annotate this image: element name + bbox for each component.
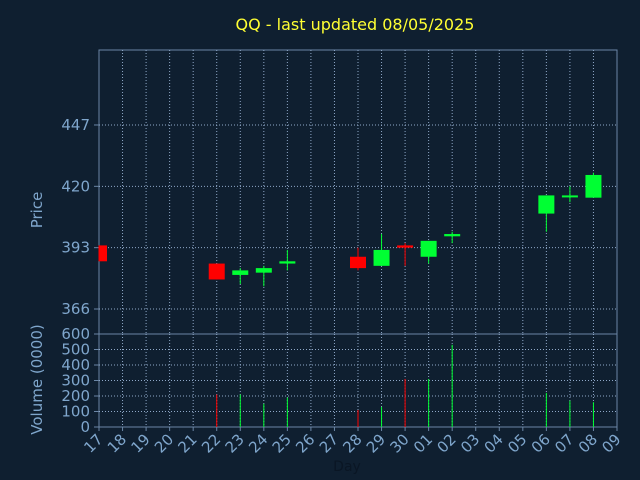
candle — [279, 249, 296, 271]
volume-y-tick-label: 300 — [61, 372, 90, 390]
candle-body — [420, 240, 437, 257]
candle-body — [373, 249, 390, 266]
candle-body — [99, 245, 107, 262]
x-tick-label: 24 — [245, 430, 271, 456]
x-tick-label: 01 — [410, 430, 436, 456]
x-tick-label: 03 — [457, 430, 483, 456]
x-tick-label: 08 — [575, 430, 601, 456]
price-grid — [99, 50, 617, 334]
price-y-tick-label: 366 — [61, 300, 90, 318]
chart-title: QQ - last updated 08/05/2025 — [236, 15, 475, 34]
candle-body — [561, 195, 578, 198]
candle — [444, 231, 461, 244]
volume-grid — [99, 334, 617, 427]
x-ticks: 1718192021222324252627282930010203040506… — [80, 427, 625, 457]
x-axis-label: Day — [333, 459, 361, 475]
candle — [538, 195, 555, 232]
candle — [420, 240, 437, 264]
candle — [561, 186, 578, 203]
price-panel: 366 393 420 447 Price — [28, 49, 618, 335]
candle-body — [585, 174, 602, 198]
price-y-tick-label: 447 — [61, 116, 90, 134]
volume-y-tick-label: 0 — [80, 418, 90, 436]
x-tick-label: 02 — [434, 430, 460, 456]
candle — [98, 245, 107, 262]
price-y-tick-label: 393 — [61, 239, 90, 257]
candle — [397, 243, 414, 266]
x-tick-label: 26 — [292, 430, 318, 456]
candle — [585, 172, 602, 198]
volume-y-tick-label: 500 — [61, 341, 90, 359]
x-tick-label: 29 — [363, 430, 389, 456]
volume-bars — [216, 344, 594, 427]
x-tick-label: 05 — [504, 430, 530, 456]
x-tick-label: 27 — [316, 430, 342, 456]
x-tick-label: 19 — [127, 430, 153, 456]
candle-body — [350, 256, 366, 269]
candles — [98, 172, 602, 287]
x-tick-label: 20 — [151, 430, 177, 456]
x-tick-label: 28 — [339, 430, 365, 456]
volume-y-tick-label: 600 — [61, 325, 90, 343]
volume-axis-label: Volume (0000) — [28, 324, 46, 434]
x-tick-label: 30 — [386, 430, 412, 456]
x-tick-label: 07 — [551, 430, 577, 456]
volume-y-tick-label: 400 — [61, 356, 90, 374]
candle — [373, 234, 390, 266]
x-tick-label: 09 — [598, 430, 624, 456]
volume-y-tick-label: 100 — [61, 403, 90, 421]
candle-body — [444, 234, 461, 237]
x-tick-label: 25 — [269, 430, 295, 456]
candle-body — [279, 261, 296, 264]
candle-body — [232, 270, 249, 275]
candle-body — [208, 263, 225, 280]
x-tick-label: 06 — [528, 430, 554, 456]
x-tick-label: 22 — [198, 430, 224, 456]
x-tick-label: 23 — [222, 430, 248, 456]
volume-y-tick-label: 200 — [61, 387, 90, 405]
candle — [350, 247, 366, 271]
candle — [208, 263, 225, 280]
candle-body — [255, 268, 272, 273]
candle-body — [397, 245, 414, 248]
x-tick-label: 04 — [481, 430, 507, 456]
candle — [232, 268, 249, 285]
price-axis-label: Price — [28, 192, 46, 229]
x-tick-label: 21 — [175, 430, 201, 456]
price-y-tick-label: 420 — [61, 177, 90, 195]
price-y-ticks: 366 393 420 447 — [61, 116, 99, 318]
x-tick-label: 18 — [104, 430, 130, 456]
candle-body — [538, 195, 555, 214]
candle — [255, 265, 272, 287]
